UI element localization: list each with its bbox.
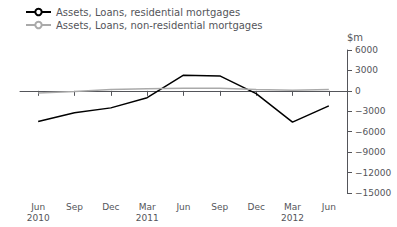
svg-text:2011: 2011: [136, 213, 159, 223]
svg-text:−6000: −6000: [355, 127, 386, 137]
svg-text:Assets, Loans, non-residential: Assets, Loans, non-residential mortgages: [56, 20, 263, 31]
svg-text:Assets, Loans, residential mor: Assets, Loans, residential mortgages: [56, 7, 240, 18]
svg-text:$m: $m: [347, 32, 363, 43]
svg-text:Jun: Jun: [321, 202, 336, 212]
svg-text:Jun: Jun: [30, 202, 45, 212]
svg-text:0: 0: [355, 86, 361, 96]
svg-text:Sep: Sep: [211, 202, 228, 212]
svg-text:Jun: Jun: [175, 202, 190, 212]
svg-text:Dec: Dec: [247, 202, 264, 212]
svg-text:Mar: Mar: [284, 202, 301, 212]
svg-text:6000: 6000: [355, 45, 378, 55]
svg-text:−9000: −9000: [355, 147, 386, 157]
svg-text:2010: 2010: [27, 213, 50, 223]
svg-text:3000: 3000: [355, 65, 378, 75]
svg-text:−3000: −3000: [355, 106, 386, 116]
svg-text:Dec: Dec: [102, 202, 119, 212]
svg-text:Sep: Sep: [66, 202, 83, 212]
svg-text:Mar: Mar: [139, 202, 156, 212]
svg-text:2012: 2012: [281, 213, 304, 223]
svg-text:−15000: −15000: [355, 188, 391, 198]
svg-text:−12000: −12000: [355, 168, 391, 178]
